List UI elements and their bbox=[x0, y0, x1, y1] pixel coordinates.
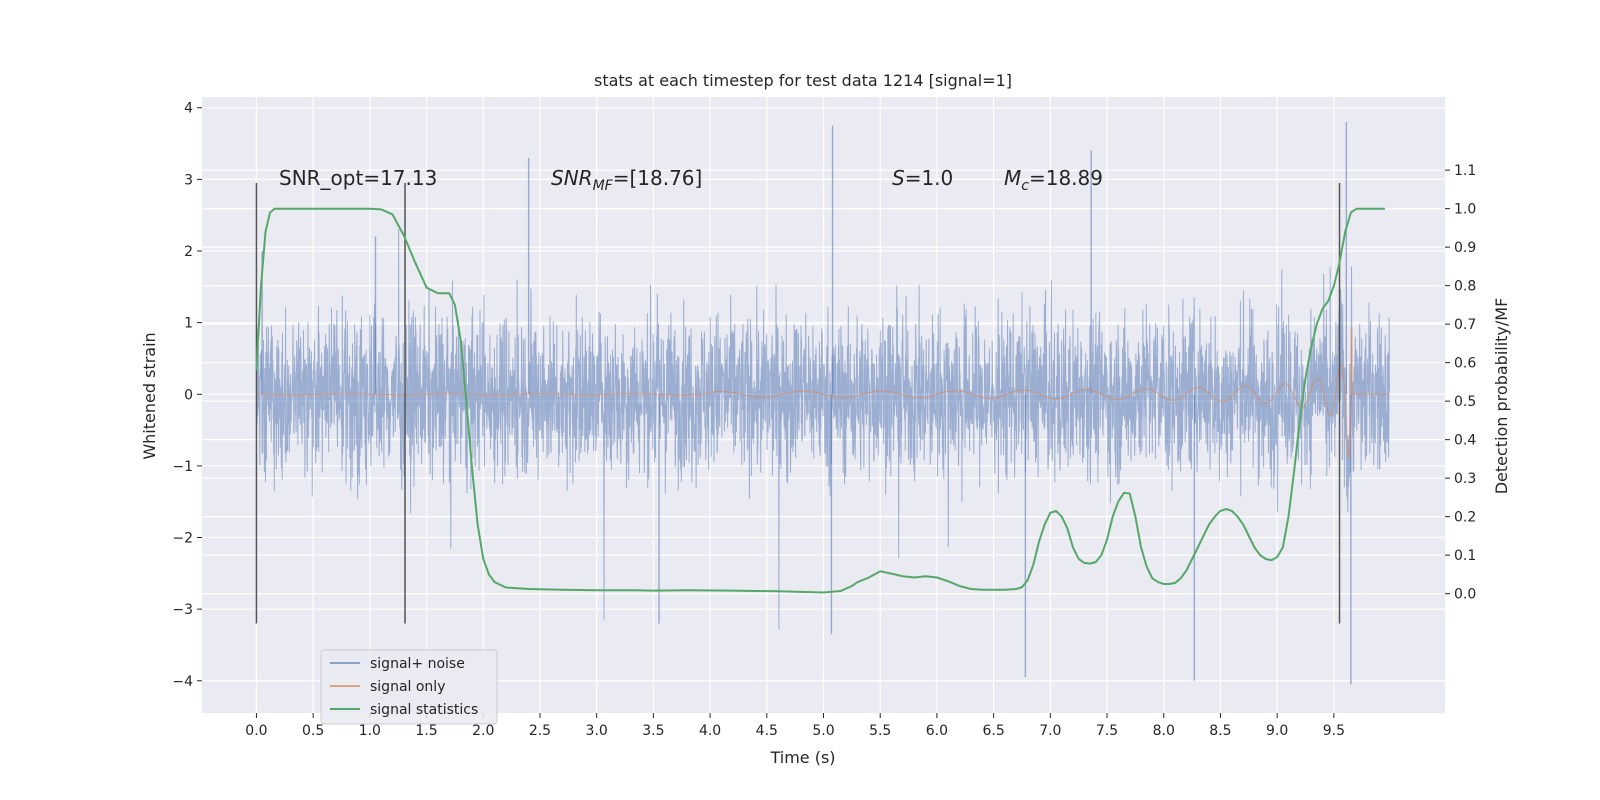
y2-tick-label-10: 1.0 bbox=[1454, 202, 1476, 218]
legend-label-signal: signal only bbox=[370, 679, 445, 695]
y2-tick-label-7: 0.7 bbox=[1454, 317, 1476, 333]
y2-axis-label: Detection probability/MF bbox=[1492, 298, 1511, 495]
x-tick-label-5: 2.5 bbox=[529, 723, 551, 739]
s-symbol: S bbox=[892, 166, 905, 190]
x-tick-label-16: 8.0 bbox=[1153, 723, 1175, 739]
y2-tick-label-3: 0.3 bbox=[1454, 471, 1476, 487]
x-tick-label-13: 6.5 bbox=[982, 723, 1004, 739]
annotation-s: S=1.0 bbox=[892, 166, 953, 190]
signal-only-trace bbox=[256, 327, 1390, 460]
y-tick-label-3: −1 bbox=[172, 459, 193, 475]
y2-tick-label-4: 0.4 bbox=[1454, 433, 1476, 449]
x-tick-label-0: 0.0 bbox=[245, 723, 267, 739]
x-tick-label-8: 4.0 bbox=[699, 723, 721, 739]
vertical-markers bbox=[255, 182, 1341, 624]
x-tick-label-17: 8.5 bbox=[1209, 723, 1231, 739]
y-tick-label-5: 1 bbox=[184, 316, 193, 332]
signal-statistics-path bbox=[255, 207, 1385, 594]
y2-tick-label-2: 0.2 bbox=[1454, 510, 1476, 526]
x-tick-label-7: 3.5 bbox=[642, 723, 664, 739]
x-axis-label: Time (s) bbox=[769, 748, 835, 767]
y2-tick-label-1: 0.1 bbox=[1454, 548, 1476, 564]
y2-tick-label-0: 0.0 bbox=[1454, 587, 1476, 603]
x-tick-label-10: 5.0 bbox=[812, 723, 834, 739]
legend-label-noise: signal+ noise bbox=[370, 656, 465, 672]
x-tick-label-1: 0.5 bbox=[302, 723, 324, 739]
y-axis-label: Whitened strain bbox=[140, 332, 159, 459]
mc-value: =18.89 bbox=[1029, 166, 1103, 190]
x-tick-label-14: 7.0 bbox=[1039, 723, 1061, 739]
signal-noise-trace bbox=[255, 122, 1390, 685]
signal-statistics-curve bbox=[255, 207, 1385, 594]
annotation-snr-opt: SNR_opt=17.13 bbox=[279, 166, 437, 190]
y-tick-label-8: 4 bbox=[184, 101, 193, 117]
axis-ticks: 0.0 0.5 1.0 1.5 2.0 2.5 3.0 3.5 4.0 4.5 5.0 5.5 6.0 6… bbox=[172, 101, 1476, 739]
y-tick-label-6: 2 bbox=[184, 244, 193, 260]
legend-label-stats: signal statistics bbox=[370, 702, 478, 718]
legend-box bbox=[320, 649, 498, 725]
x-tick-label-11: 5.5 bbox=[869, 723, 891, 739]
y-tick-label-0: −4 bbox=[172, 674, 193, 690]
x-tick-label-3: 1.5 bbox=[415, 723, 437, 739]
x-tick-label-19: 9.5 bbox=[1323, 723, 1345, 739]
signal-only-path bbox=[256, 327, 1390, 460]
x-tick-label-2: 1.0 bbox=[359, 723, 381, 739]
y2-tick-label-6: 0.6 bbox=[1454, 356, 1476, 372]
y-tick-label-7: 3 bbox=[184, 172, 193, 188]
s-value: =1.0 bbox=[905, 166, 954, 190]
y-tick-label-4: 0 bbox=[184, 387, 193, 403]
y2-tick-label-5: 0.5 bbox=[1454, 394, 1476, 410]
x-tick-label-15: 7.5 bbox=[1096, 723, 1118, 739]
y-tick-label-1: −3 bbox=[172, 602, 193, 618]
y2-tick-label-9: 0.9 bbox=[1454, 240, 1476, 256]
x-tick-label-9: 4.5 bbox=[756, 723, 778, 739]
noise-trace-path bbox=[255, 228, 1390, 630]
chart-title: stats at each timestep for test data 121… bbox=[594, 71, 1012, 90]
mc-subscript: c bbox=[1021, 178, 1029, 194]
x-tick-label-18: 9.0 bbox=[1266, 723, 1288, 739]
x-tick-label-12: 6.0 bbox=[926, 723, 948, 739]
legend: signal+ noise signal only signal statist… bbox=[320, 649, 498, 725]
annotation-mc: Mc=18.89 bbox=[1004, 166, 1103, 194]
x-tick-label-4: 2.0 bbox=[472, 723, 494, 739]
y2-tick-label-11: 1.1 bbox=[1454, 163, 1476, 179]
x-tick-label-6: 3.0 bbox=[586, 723, 608, 739]
snr-mf-symbol: SNR bbox=[551, 166, 593, 190]
y2-tick-label-8: 0.8 bbox=[1454, 279, 1476, 295]
snr-mf-value: =[18.76] bbox=[613, 166, 703, 190]
y-tick-label-2: −2 bbox=[172, 531, 193, 547]
mc-symbol: M bbox=[1004, 166, 1021, 190]
snr-mf-subscript: MF bbox=[593, 178, 614, 194]
annotation-snr-mf: SNRMF=[18.76] bbox=[551, 166, 702, 194]
